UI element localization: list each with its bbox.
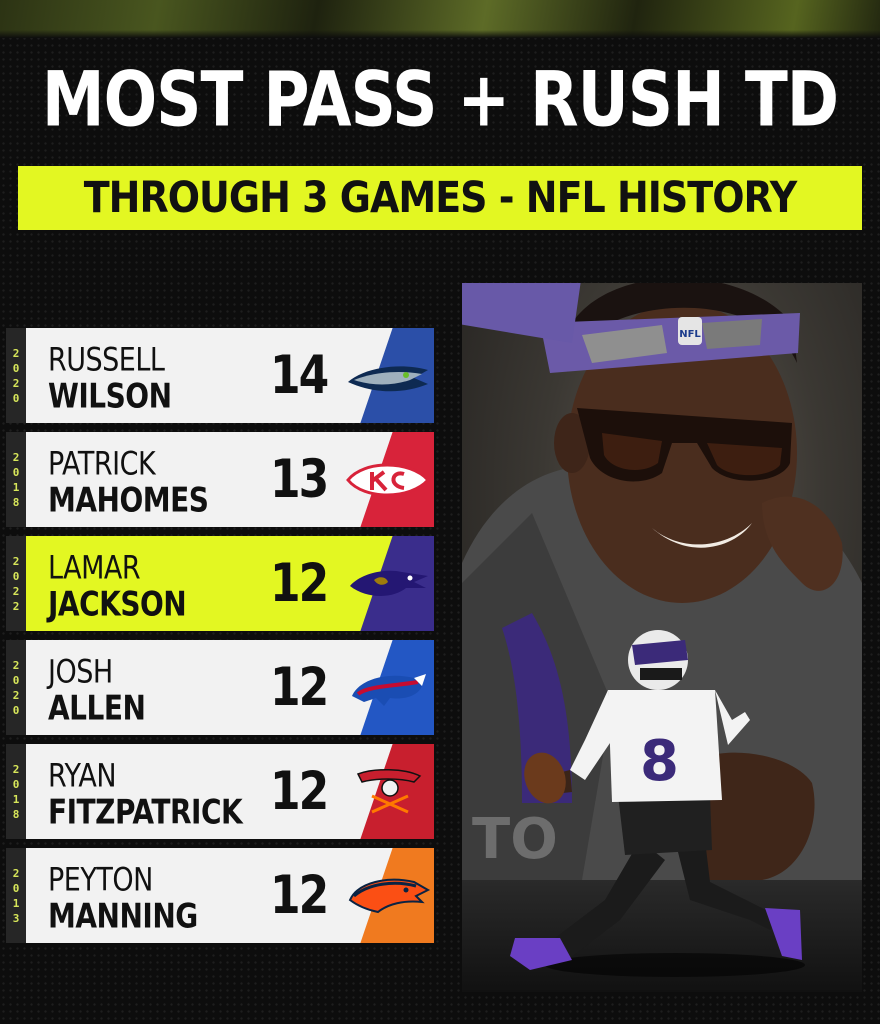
svg-text:8: 8: [640, 729, 679, 794]
player-first-name: RYAN: [48, 757, 117, 795]
broncos-logo-icon: [348, 878, 431, 914]
player-last-name: MAHOMES: [48, 480, 209, 520]
player-last-name: JACKSON: [48, 584, 187, 624]
seahawks-logo-icon: [348, 366, 428, 392]
touchdown-count: 12: [270, 553, 329, 615]
svg-text:TO: TO: [472, 807, 558, 872]
touchdown-count: 12: [270, 761, 329, 823]
top-camo-band: [0, 0, 880, 38]
player-last-name: WILSON: [48, 376, 172, 416]
subtitle-text: THROUGH 3 GAMES - NFL HISTORY: [83, 172, 797, 222]
ravens-logo-icon: [350, 570, 428, 596]
touchdown-count: 12: [270, 657, 329, 719]
touchdown-count: 12: [270, 865, 329, 927]
buccaneers-logo-icon: [356, 768, 422, 814]
subtitle-banner: THROUGH 3 GAMES - NFL HISTORY: [18, 166, 862, 230]
svg-text:NFL: NFL: [679, 329, 701, 340]
player-first-name: RUSSELL: [48, 341, 165, 379]
headline-title: MOST PASS + RUSH TD: [41, 56, 839, 144]
player-last-name: ALLEN: [48, 688, 146, 728]
quarterback-action-figure: 8: [510, 630, 805, 977]
player-first-name: PEYTON: [48, 861, 153, 899]
player-first-name: LAMAR: [48, 549, 141, 587]
player-first-name: JOSH: [48, 653, 113, 691]
touchdown-count: 14: [270, 345, 329, 407]
chiefs-logo-icon: [346, 463, 431, 497]
player-first-name: PATRICK: [48, 445, 156, 483]
touchdown-count: 13: [270, 449, 329, 511]
player-last-name: MANNING: [48, 896, 198, 936]
player-last-name: FITZPATRICK: [48, 792, 243, 832]
bills-logo-icon: [352, 674, 426, 706]
